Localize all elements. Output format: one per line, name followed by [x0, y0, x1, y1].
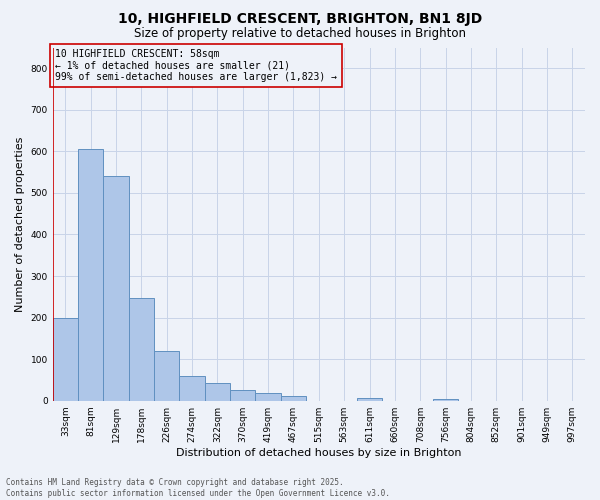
Text: Contains HM Land Registry data © Crown copyright and database right 2025.
Contai: Contains HM Land Registry data © Crown c… [6, 478, 390, 498]
Text: 10, HIGHFIELD CRESCENT, BRIGHTON, BN1 8JD: 10, HIGHFIELD CRESCENT, BRIGHTON, BN1 8J… [118, 12, 482, 26]
Bar [205, 384, 230, 400]
Bar [129, 298, 154, 401]
Bar [78, 150, 103, 400]
Bar [281, 396, 306, 400]
Bar [154, 351, 179, 401]
Text: Size of property relative to detached houses in Brighton: Size of property relative to detached ho… [134, 28, 466, 40]
Bar [53, 318, 78, 400]
Text: 10 HIGHFIELD CRESCENT: 58sqm
← 1% of detached houses are smaller (21)
99% of sem: 10 HIGHFIELD CRESCENT: 58sqm ← 1% of det… [55, 50, 337, 82]
Bar [357, 398, 382, 400]
Bar [230, 390, 256, 400]
X-axis label: Distribution of detached houses by size in Brighton: Distribution of detached houses by size … [176, 448, 461, 458]
Y-axis label: Number of detached properties: Number of detached properties [15, 136, 25, 312]
Bar [179, 376, 205, 400]
Bar [256, 393, 281, 400]
Bar [103, 176, 129, 400]
Bar [433, 398, 458, 400]
